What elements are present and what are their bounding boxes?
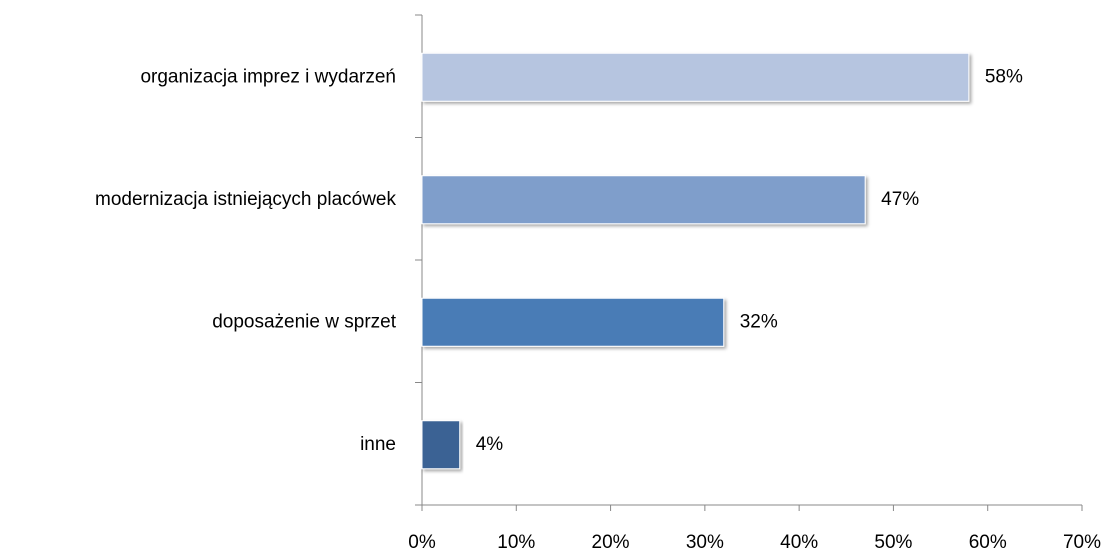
x-tick-label: 40% <box>780 532 818 553</box>
bar <box>421 175 866 225</box>
bar <box>421 297 725 347</box>
x-tick-label: 20% <box>592 532 630 553</box>
bar <box>421 420 461 470</box>
y-tick-label: doposażenie w sprzet <box>212 311 396 332</box>
y-tick-label: organizacja imprez i wydarzeń <box>140 66 396 87</box>
x-tick-label: 60% <box>969 532 1007 553</box>
data-label: 32% <box>740 311 778 332</box>
data-label: 4% <box>476 434 504 455</box>
y-tick-label: inne <box>360 434 396 455</box>
bar <box>421 52 970 102</box>
x-tick-label: 50% <box>874 532 912 553</box>
y-tick-label: modernizacja istniejących placówek <box>95 189 396 210</box>
x-tick-label: 30% <box>686 532 724 553</box>
data-label: 58% <box>985 66 1023 87</box>
x-tick-label: 0% <box>408 532 436 553</box>
x-tick-label: 70% <box>1063 532 1101 553</box>
x-tick-label: 10% <box>497 532 535 553</box>
data-label: 47% <box>881 189 919 210</box>
